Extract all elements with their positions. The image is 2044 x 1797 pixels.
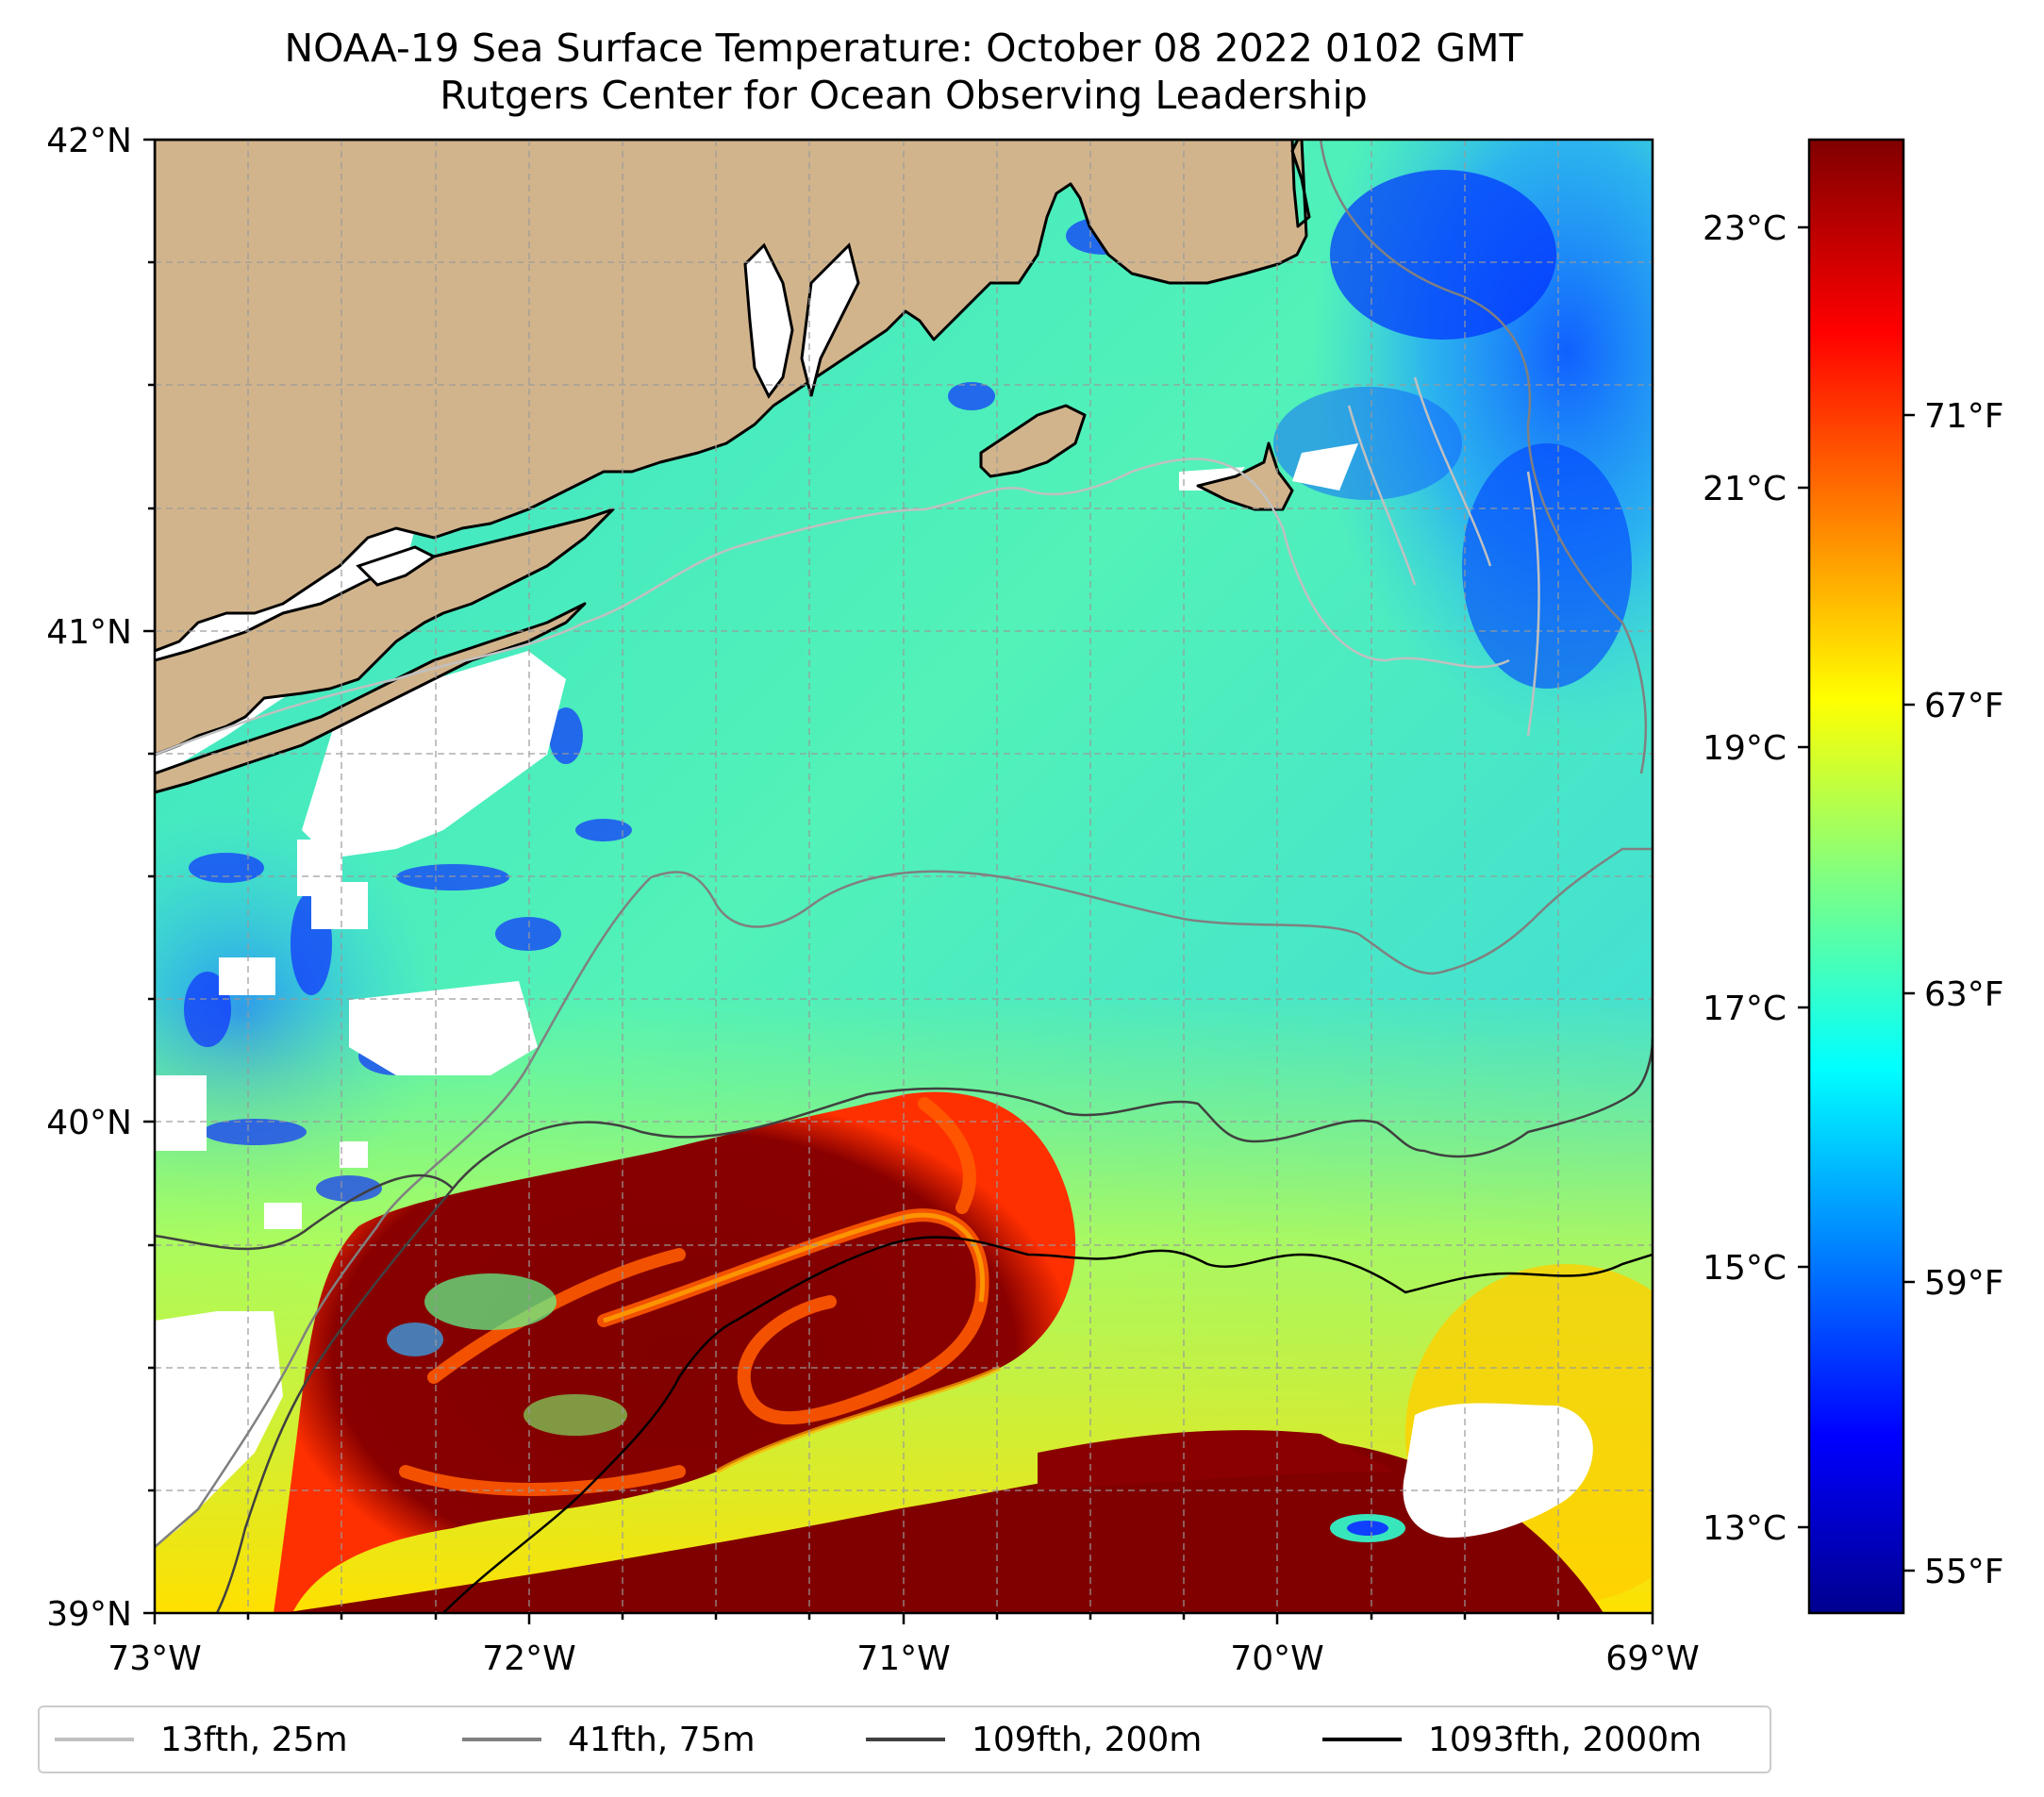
colorbar-fahrenheit-label: 71°F <box>1924 397 2004 436</box>
legend-label: 13fth, 25m <box>160 1720 348 1759</box>
isobath-25m <box>155 376 1540 757</box>
lat-tick-label: 41°N <box>46 613 132 652</box>
legend-item-200m: 109fth, 200m <box>866 1707 1202 1772</box>
legend-item-2000m: 1093fth, 2000m <box>1322 1707 1702 1772</box>
legend-item-75m: 41fth, 75m <box>462 1707 756 1772</box>
colorbar-celsius-label: 17°C <box>1703 990 1786 1028</box>
isobaths <box>155 140 1653 1613</box>
legend-line-swatch <box>866 1738 945 1741</box>
colorbar-fahrenheit-label: 59°F <box>1924 1264 2004 1303</box>
legend-line-swatch <box>55 1738 134 1741</box>
colorbar-fahrenheit-label: 63°F <box>1924 975 2004 1014</box>
lon-tick-label: 70°W <box>1230 1639 1323 1678</box>
lon-tick-label: 73°W <box>108 1639 201 1678</box>
colorbar-celsius-label: 19°C <box>1703 729 1786 768</box>
colorbar-fahrenheit-label: 67°F <box>1924 687 2004 725</box>
legend-label: 109fth, 200m <box>972 1720 1203 1759</box>
colorbar-celsius-label: 13°C <box>1703 1509 1786 1548</box>
lat-tick-labels: 39°N 40°N 41°N 42°N <box>46 122 132 1634</box>
colorbar-gradient <box>1807 138 1905 1615</box>
colorbar-celsius-label: 21°C <box>1703 470 1786 508</box>
isobath-75m <box>155 140 1653 1548</box>
colorbar: 13°C 15°C 17°C 19°C 21°C 23°C 55°F 59°F … <box>1703 138 2004 1615</box>
lon-tick-labels: 73°W 72°W 71°W 70°W 69°W <box>108 1639 1699 1678</box>
legend-line-swatch <box>462 1738 541 1741</box>
legend-label: 1093fth, 2000m <box>1428 1720 1703 1759</box>
colorbar-celsius-label: 23°C <box>1703 209 1786 248</box>
lon-tick-label: 71°W <box>856 1639 950 1678</box>
lat-tick-label: 40°N <box>46 1104 132 1142</box>
lon-tick-label: 69°W <box>1605 1639 1699 1678</box>
isobath-2000m <box>442 1236 1653 1613</box>
isobath-200m <box>155 1037 1653 1613</box>
axis-ticks <box>143 138 1654 1624</box>
legend-line-swatch <box>1322 1738 1402 1741</box>
lon-tick-label: 72°W <box>482 1639 575 1678</box>
colorbar-celsius-label: 15°C <box>1703 1249 1786 1288</box>
figure-subtitle: Rutgers Center for Ocean Observing Leade… <box>440 73 1368 118</box>
land <box>155 140 1311 794</box>
isobath-legend: 13fth, 25m 41fth, 75m 109fth, 200m 1093f… <box>38 1705 1771 1773</box>
colorbar-fahrenheit-label: 55°F <box>1924 1553 2004 1591</box>
lat-tick-label: 42°N <box>46 122 132 160</box>
figure-title: NOAA-19 Sea Surface Temperature: October… <box>284 25 1523 71</box>
gridlines <box>155 140 1653 1613</box>
lat-tick-label: 39°N <box>46 1595 132 1634</box>
legend-label: 41fth, 75m <box>568 1720 756 1759</box>
legend-item-25m: 13fth, 25m <box>55 1707 348 1772</box>
